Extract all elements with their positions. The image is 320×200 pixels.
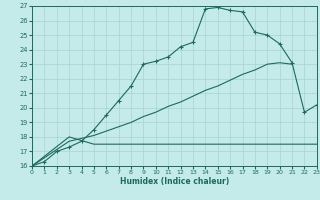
X-axis label: Humidex (Indice chaleur): Humidex (Indice chaleur) <box>120 177 229 186</box>
